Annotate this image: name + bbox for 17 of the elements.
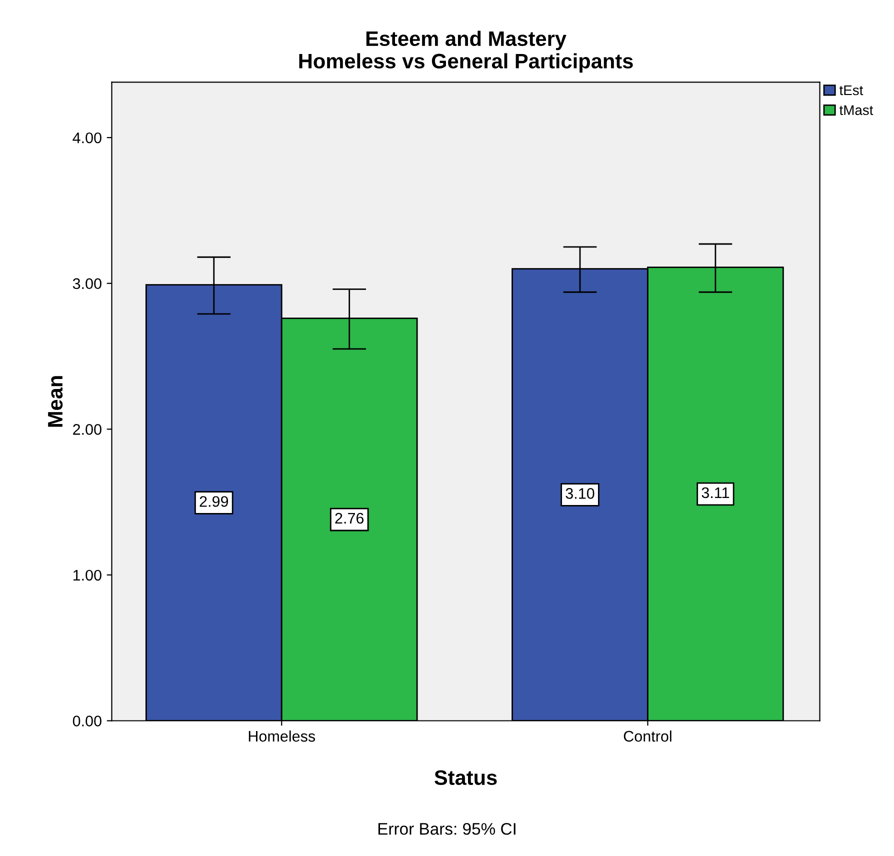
x-axis-title: Status [434,770,497,786]
data-label: 3.11 [702,487,730,498]
data-label: 2.76 [335,512,364,524]
x-tick-label: Control [624,730,672,742]
legend-label: tMast [839,105,874,116]
text: Error Bars: 95% CI [378,822,516,835]
data-label: 3.10 [566,488,594,499]
y-tick-label: 4.00 [72,132,102,144]
x-tick-label: Homeless [248,730,316,742]
y-tick-label: 1.00 [73,570,102,581]
y-axis-title: Mean [48,376,63,427]
data-label: 2.99 [200,496,228,507]
y-tick-label: 3.00 [72,278,102,290]
y-tick-label: 0.00 [72,716,102,726]
legend-label: tEst [839,85,864,96]
y-tick-label: 2.00 [73,424,102,435]
chart-title: Esteem and Mastery Homeless vs General Participants [299,30,633,73]
